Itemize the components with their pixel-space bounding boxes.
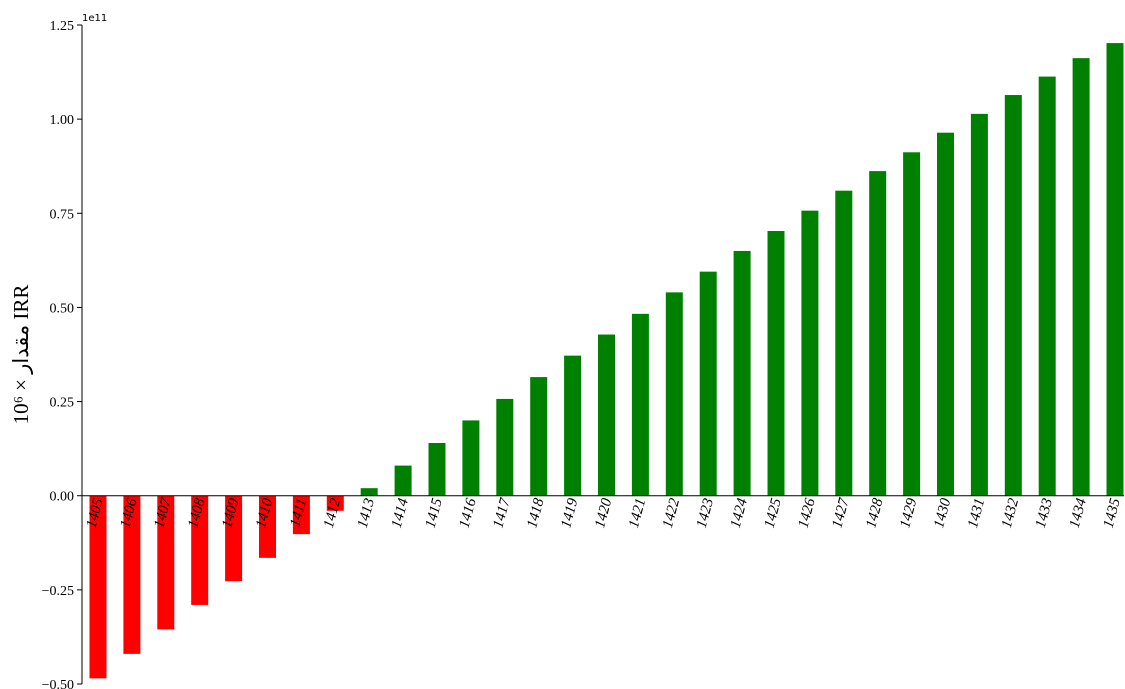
x-tick-label: 1435 (1101, 496, 1124, 530)
x-tick-label: 1427 (829, 495, 853, 530)
x-tick-label: 1408 (185, 496, 208, 530)
x-tick-label: 1420 (592, 496, 615, 530)
x-tick-label: 1417 (490, 495, 514, 530)
y-axis-label: مقدار × 10⁶ IRR (9, 285, 34, 425)
x-tick-label: 1410 (253, 496, 276, 530)
x-tick-label: 1405 (84, 496, 107, 530)
y-tick-label: 0.50 (50, 301, 75, 316)
x-tick-label: 1407 (151, 495, 175, 530)
x-tick-label: 1424 (728, 496, 751, 530)
x-tick-label: 1409 (219, 496, 242, 530)
bar-1417 (496, 398, 514, 496)
bar-1430 (937, 132, 954, 496)
bar-1411 (292, 495, 310, 535)
bar-1435 (1106, 43, 1124, 496)
x-tick-label: 1411 (287, 497, 310, 529)
bar-1409 (225, 495, 243, 582)
bar-1415 (428, 442, 446, 496)
x-tick-label: 1429 (897, 496, 920, 530)
x-labels-group: 1405 1406 1407 1408 1409 1410 1411 1412 1413 1414… (84, 495, 1124, 530)
bar-1418 (530, 377, 548, 496)
bar-1407 (157, 495, 175, 630)
x-tick-label: 1418 (524, 496, 547, 530)
bar-1423 (699, 271, 717, 496)
x-tick-label: 1431 (965, 497, 988, 530)
y-tick-label: 0.75 (50, 207, 75, 222)
y-tick-label: 1.25 (50, 19, 75, 34)
bar-1419 (564, 355, 582, 496)
bar-1406 (123, 495, 141, 654)
bar-1412 (326, 495, 344, 511)
y-ticks-group: −0.50 −0.25 0.00 0.25 0.50 0.75 1.00 1.25 (42, 19, 82, 689)
bar-1408 (191, 495, 209, 605)
x-tick-label: 1428 (863, 496, 886, 530)
x-tick-label: 1406 (118, 496, 141, 530)
y-tick-label: 0.25 (50, 396, 75, 411)
bar-1431 (970, 113, 988, 496)
bar-1426 (801, 210, 819, 496)
x-tick-label: 1425 (762, 496, 785, 530)
x-tick-label: 1423 (694, 497, 717, 530)
bars-group (89, 43, 1124, 679)
bar-1413 (360, 488, 378, 496)
y-tick-label: −0.50 (42, 678, 74, 689)
bar-1405 (89, 495, 107, 679)
bar-1433 (1038, 76, 1056, 496)
x-tick-label: 1430 (931, 496, 954, 530)
bar-1434 (1072, 58, 1090, 496)
x-tick-label: 1422 (660, 496, 683, 530)
y-tick-label: 0.00 (50, 490, 75, 505)
bar-1424 (733, 250, 751, 496)
bar-1432 (1004, 95, 1022, 496)
x-tick-label: 1421 (626, 497, 649, 530)
x-tick-label: 1432 (999, 496, 1022, 530)
bar-1414 (394, 465, 412, 496)
x-tick-label: 1412 (321, 496, 344, 530)
bar-1427 (835, 190, 853, 496)
x-tick-label: 1434 (1067, 496, 1090, 530)
bar-1428 (869, 171, 887, 496)
x-tick-label: 1413 (355, 497, 378, 530)
x-tick-label: 1414 (389, 496, 412, 530)
bar-1425 (767, 230, 785, 496)
bar-1429 (903, 152, 921, 496)
y-tick-label: −0.25 (42, 584, 74, 599)
bar-1421 (631, 313, 649, 496)
x-tick-label: 1433 (1033, 497, 1056, 530)
y-axis-exponent: 1e11 (82, 13, 107, 24)
y-tick-label: 1.00 (50, 113, 75, 128)
bar-1422 (665, 292, 683, 496)
bar-1410 (259, 495, 276, 558)
x-tick-label: 1426 (796, 496, 819, 530)
bar-1416 (462, 420, 480, 496)
x-tick-label: 1419 (558, 496, 581, 530)
bar-1420 (598, 334, 615, 496)
x-tick-label: 1416 (457, 496, 480, 530)
x-tick-label: 1415 (423, 496, 446, 530)
